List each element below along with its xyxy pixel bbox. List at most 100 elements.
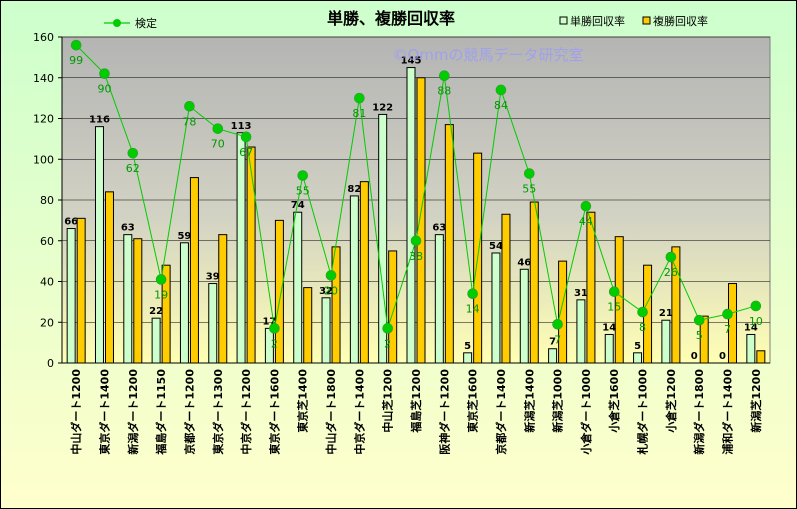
data-label-tansho: 54 <box>489 241 503 252</box>
bar-tansho <box>236 132 246 364</box>
category-label: 中山ダート1200 <box>69 369 83 455</box>
bar-fukusho <box>444 124 454 364</box>
data-label-tansho: 63 <box>432 223 446 234</box>
bar-tansho <box>746 333 756 364</box>
bar-fukusho <box>76 217 86 364</box>
bar-fukusho <box>104 191 114 364</box>
line-point <box>552 318 563 330</box>
line-point <box>269 323 280 334</box>
bar-tansho <box>378 113 388 364</box>
bar-tansho <box>661 319 671 364</box>
line-point <box>240 131 252 143</box>
line-point-label: 88 <box>437 85 451 98</box>
legend-bars: 単勝回収率 複勝回収率 <box>559 14 708 28</box>
data-label-tansho: 39 <box>206 272 220 283</box>
data-label-tansho: 113 <box>231 121 252 132</box>
line-point <box>608 286 620 297</box>
line-point-label: 5 <box>696 329 703 342</box>
chart-title: 単勝、複勝回収率 <box>327 9 455 28</box>
bar-fukusho <box>671 246 681 364</box>
legend-line-marker <box>113 19 121 27</box>
line-point <box>325 270 337 281</box>
line-point-label: 90 <box>97 83 111 96</box>
category-label: 新潟ダート1800 <box>692 369 706 455</box>
bar-fukusho <box>501 213 511 364</box>
data-label-tansho: 5 <box>464 341 471 352</box>
legend-line-entry: 検定 <box>104 16 157 30</box>
bar-tansho <box>151 317 161 364</box>
category-label: 京都ダート1200 <box>182 369 196 455</box>
bar-tansho <box>491 252 501 364</box>
line-point-label: 78 <box>182 115 196 128</box>
line-point <box>410 235 422 247</box>
data-label-tansho: 66 <box>64 217 78 228</box>
line-point-label: 19 <box>154 288 168 301</box>
bar-fukusho <box>416 77 426 364</box>
data-label-tansho: 59 <box>177 231 191 242</box>
category-label: 新潟芝1400 <box>522 369 536 433</box>
bar-tansho <box>66 228 76 364</box>
legend-swatch-fukusho <box>642 16 651 25</box>
bar-tansho <box>519 268 529 364</box>
line-point-label: 14 <box>466 303 480 316</box>
bar-tansho <box>434 234 444 364</box>
line-point-label: 10 <box>749 315 763 328</box>
line-point <box>637 306 648 318</box>
bar-tansho <box>208 283 218 364</box>
line-point <box>155 274 167 285</box>
category-label: 東京ダート1400 <box>97 369 111 455</box>
category-label: 中山ダート1800 <box>324 369 338 455</box>
line-point <box>184 100 195 112</box>
y-tick-label: 160 <box>33 31 54 44</box>
line-point <box>354 92 365 104</box>
line-point <box>297 170 309 181</box>
legend-line-label: 検定 <box>135 16 157 30</box>
data-label-tansho: 31 <box>574 288 588 299</box>
bar-fukusho <box>728 283 738 364</box>
data-label-tansho: 5 <box>634 341 641 352</box>
data-label-tansho: 21 <box>659 308 673 319</box>
line-point-label: 62 <box>126 162 140 175</box>
y-tick-label: 120 <box>33 113 54 126</box>
line-point-label: 7 <box>724 323 731 336</box>
line-point <box>750 300 762 312</box>
bar-fukusho <box>359 181 369 364</box>
line-point-label: 44 <box>579 215 593 228</box>
data-label-tansho: 82 <box>347 184 361 195</box>
data-label-tansho: 32 <box>319 286 333 297</box>
bar-fukusho <box>614 236 624 364</box>
line-point <box>495 84 507 96</box>
data-label-tansho: 17 <box>262 316 276 327</box>
bar-fukusho <box>246 146 256 364</box>
line-point-label: 38 <box>409 250 423 263</box>
data-label-tansho: 0 <box>691 351 698 362</box>
category-label: 東京ダート1300 <box>211 369 225 455</box>
y-tick-label: 60 <box>40 235 54 248</box>
line-point-label: 99 <box>69 54 83 67</box>
legend-label-tansho: 単勝回収率 <box>570 14 625 28</box>
data-label-tansho: 116 <box>89 115 110 126</box>
line-point-label: 67 <box>239 146 253 159</box>
category-label: 中京ダート1200 <box>239 369 253 455</box>
data-label-tansho: 145 <box>401 56 422 67</box>
line-point-label: 84 <box>494 99 508 112</box>
plot-area: 02040608010012014016066中山ダート1200116東京ダート… <box>33 31 771 456</box>
line-point-label: 15 <box>607 301 621 314</box>
watermark: ©Ommの競馬データ研究室 <box>392 46 583 64</box>
line-point <box>467 288 478 300</box>
line-point <box>212 123 224 134</box>
data-label-tansho: 14 <box>602 322 616 333</box>
bar-fukusho <box>161 264 171 364</box>
y-tick-label: 140 <box>33 72 54 85</box>
line-point <box>693 314 705 326</box>
legend-swatch-tansho <box>559 16 568 25</box>
line-point <box>439 70 450 82</box>
category-label: 札幌ダート1000 <box>636 369 650 456</box>
bar-tansho <box>94 126 104 364</box>
y-tick-label: 20 <box>40 316 54 329</box>
bar-fukusho <box>189 177 199 364</box>
data-label-tansho: 7 <box>549 337 556 348</box>
category-label: 東京芝1400 <box>296 369 310 433</box>
bar-tansho <box>633 352 643 364</box>
bar-fukusho <box>218 234 228 364</box>
